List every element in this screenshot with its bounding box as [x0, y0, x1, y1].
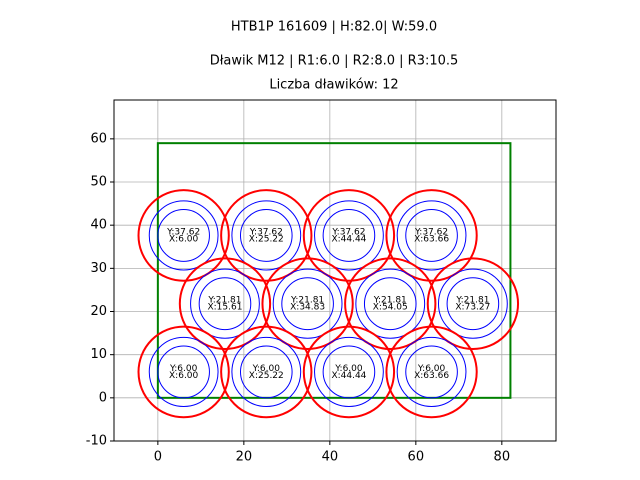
circle — [220, 189, 313, 282]
x-label: X:6.00 — [169, 371, 199, 381]
circle — [272, 268, 343, 339]
y-label: Y:21.81 — [455, 296, 489, 306]
x-label: X:25.22 — [249, 371, 284, 381]
circle — [385, 325, 478, 419]
circle — [190, 268, 260, 339]
circle — [231, 336, 302, 407]
circle — [157, 209, 210, 262]
x-label: X:15.61 — [207, 303, 242, 313]
circle — [281, 277, 334, 331]
circle — [239, 209, 293, 262]
circle — [137, 325, 230, 419]
chart-annotation: Liczba dławików: 12 — [269, 78, 398, 93]
chart-subtitle: Dławik M12 | R1:6.0 | R2:8.0 | R3:10.5 — [210, 54, 459, 69]
x-tick-label: 60 — [408, 450, 425, 465]
circle — [137, 189, 230, 282]
circle — [198, 277, 252, 331]
y-tick-label: 10 — [90, 347, 107, 362]
plot-frame — [113, 99, 557, 442]
x-label: X:73.27 — [455, 303, 490, 313]
y-label: Y:37.62 — [249, 227, 283, 237]
circle — [239, 345, 293, 399]
circle — [396, 336, 467, 407]
circle — [302, 189, 396, 282]
frame — [156, 142, 512, 399]
circle — [446, 277, 500, 331]
y-label: Y:6.00 — [334, 364, 363, 374]
y-label: Y:37.62 — [414, 227, 448, 237]
y-tick-label: 60 — [90, 131, 107, 146]
circle — [314, 336, 384, 407]
y-label: Y:6.00 — [169, 364, 198, 374]
circle — [322, 209, 376, 262]
y-label: Y:6.00 — [417, 364, 446, 374]
y-label: Y:21.81 — [373, 296, 407, 306]
y-label: Y:37.62 — [331, 227, 365, 237]
circle — [385, 189, 478, 282]
y-tick-label: 30 — [90, 261, 107, 276]
x-tick-label: 40 — [322, 450, 339, 465]
x-label: X:6.00 — [169, 234, 199, 244]
y-label: Y:37.62 — [166, 227, 200, 237]
circle — [148, 200, 219, 271]
circle — [396, 200, 467, 271]
x-label: X:25.22 — [249, 234, 284, 244]
y-label: Y:6.00 — [252, 364, 281, 374]
x-tick-label: 80 — [494, 450, 511, 465]
circle — [231, 200, 302, 271]
y-tick-label: 40 — [90, 218, 107, 233]
circle — [405, 209, 458, 262]
circle — [437, 268, 508, 339]
circle — [426, 257, 520, 351]
circle — [322, 345, 376, 399]
circle — [157, 345, 210, 399]
circle — [178, 257, 272, 351]
x-label: X:44.44 — [331, 234, 366, 244]
x-label: X:44.44 — [331, 371, 366, 381]
y-tick-label: 50 — [90, 175, 107, 190]
y-tick-label: -10 — [86, 434, 107, 449]
circle — [314, 200, 384, 271]
x-tick-label: 20 — [236, 450, 253, 465]
x-label: X:63.66 — [414, 371, 449, 381]
circle — [148, 336, 219, 407]
x-tick-label: 0 — [154, 450, 162, 465]
y-label: Y:21.81 — [207, 296, 241, 306]
circle — [344, 257, 437, 351]
circle — [220, 325, 313, 419]
y-tick-label: 0 — [99, 390, 107, 405]
x-label: X:54.05 — [373, 303, 408, 313]
circle — [405, 345, 458, 399]
circle — [302, 325, 396, 419]
circle — [261, 257, 354, 351]
circle — [355, 268, 426, 339]
chart-title: HTB1P 161609 | H:82.0| W:59.0 — [231, 20, 437, 35]
circle — [363, 277, 417, 331]
y-label: Y:21.81 — [290, 296, 324, 306]
x-label: X:63.66 — [414, 234, 449, 244]
x-label: X:34.83 — [290, 303, 325, 313]
y-tick-label: 20 — [90, 304, 107, 319]
